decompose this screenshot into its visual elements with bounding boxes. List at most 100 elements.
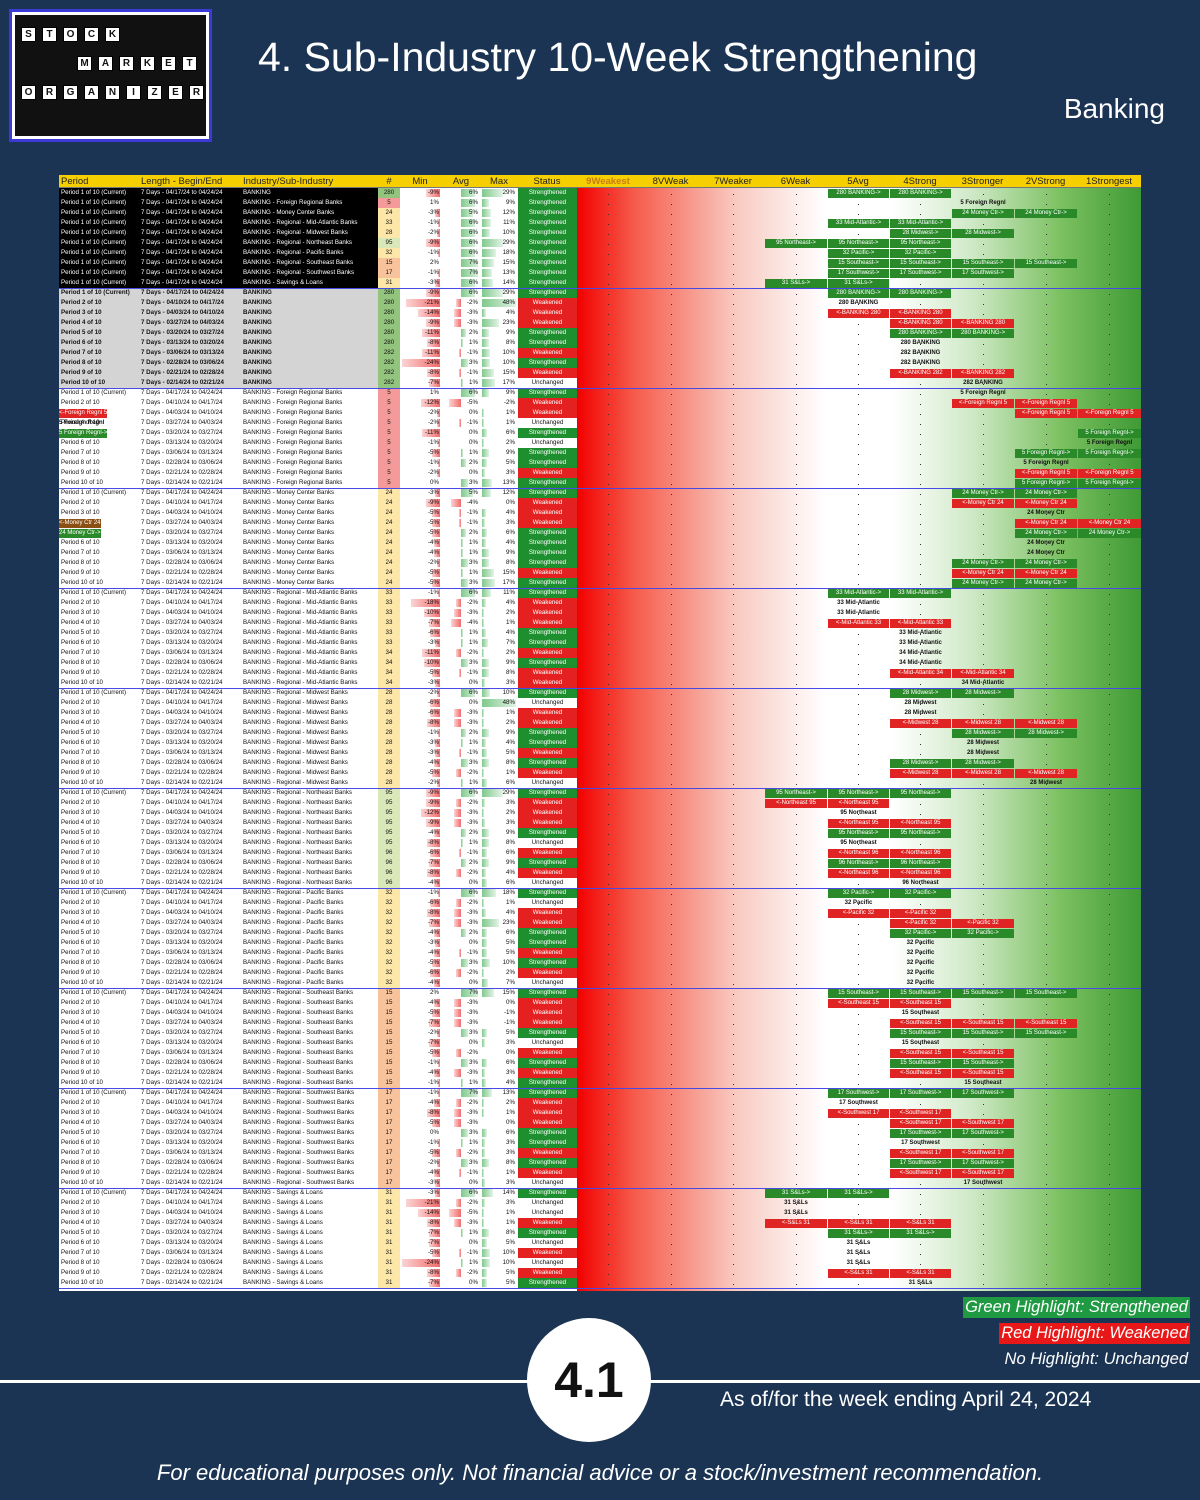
min-cell: -24% (400, 358, 440, 368)
count-cell: 15 (378, 988, 400, 998)
strength-marker: 32 Pacific-> (890, 888, 951, 898)
grid-dot (1109, 824, 1110, 825)
min-bar (432, 959, 440, 967)
period-cell: Period 10 of 10 (61, 378, 141, 388)
grid-dot (1109, 954, 1110, 955)
min-value: -1% (428, 218, 439, 228)
row-background (59, 208, 378, 218)
table-row: Period 1 of 10 (Current) 7 Days - 04/17/2… (59, 258, 577, 268)
grid-dot (670, 1134, 672, 1135)
avg-cell: 3% (443, 558, 479, 568)
max-cell: 15% (482, 568, 516, 578)
min-value: -5% (428, 1148, 439, 1158)
strength-marker: 15 Southeast-> (1015, 258, 1077, 268)
row-background (59, 278, 378, 288)
count-cell: 33 (378, 638, 400, 648)
period-cell: Period 8 of 10 (61, 458, 141, 468)
industry-cell: BANKING - Regional - Midwest Banks (243, 748, 383, 758)
min-cell: -9% (400, 798, 440, 808)
grid-dot (670, 1104, 672, 1105)
period-cell: Period 4 of 10 (61, 1118, 141, 1128)
length-cell: 7 Days - 02/21/24 to 02/28/24 (141, 568, 243, 578)
row-background (59, 358, 378, 368)
avg-cell: 6% (443, 188, 479, 198)
max-cell: 48% (482, 698, 516, 708)
grid-dot (1045, 1194, 1047, 1195)
grid-dot (795, 974, 797, 975)
max-bar (482, 219, 491, 227)
avg-bar (461, 889, 476, 897)
min-value: -2% (428, 558, 439, 568)
grid-dot (1109, 194, 1110, 195)
max-cell: 17% (482, 578, 516, 588)
min-value: -4% (428, 1168, 439, 1178)
max-bar (482, 1179, 486, 1187)
strength-marker: 5 Foreign Regnl (952, 389, 1014, 398)
grid-dot (670, 284, 672, 285)
row-background (59, 378, 378, 388)
strength-marker: 17 Southwest-> (828, 1088, 889, 1098)
length-cell: 7 Days - 02/14/24 to 02/21/24 (141, 878, 243, 888)
min-bar (433, 1169, 440, 1177)
max-value: 1% (506, 1208, 515, 1218)
grid-dot (795, 514, 797, 515)
avg-bar (461, 629, 464, 637)
grid-dot (608, 1234, 609, 1235)
industry-cell: BANKING (243, 368, 383, 378)
grid-dot (1045, 334, 1047, 335)
length-cell: 7 Days - 02/14/24 to 02/21/24 (141, 1178, 243, 1188)
strength-marker: 32 Pacific-> (952, 928, 1014, 938)
avg-value: 1% (469, 448, 478, 458)
min-value: -3% (428, 748, 439, 758)
period-cell: Period 8 of 10 (61, 1058, 141, 1068)
grid-dot (733, 1204, 734, 1205)
min-bar (438, 439, 440, 447)
min-cell: -14% (400, 308, 440, 318)
grid-dot (795, 384, 797, 385)
max-value: 18% (503, 888, 515, 898)
min-cell: -5% (400, 668, 440, 678)
avg-cell: 0% (443, 438, 479, 448)
min-bar (433, 929, 440, 937)
avg-bar (461, 1059, 469, 1067)
grid-dot (982, 394, 984, 395)
grid-dot (795, 904, 797, 905)
grid-dot (670, 344, 672, 345)
row-background (59, 328, 378, 338)
industry-cell: BANKING - Regional - Mid-Atlantic Banks (243, 618, 383, 628)
industry-cell: BANKING - Money Center Banks (243, 538, 383, 548)
min-value: -3% (428, 738, 439, 748)
count-cell: 28 (378, 228, 400, 238)
grid-dot (733, 334, 734, 335)
grid-dot (1109, 964, 1110, 965)
grid-dot (608, 1174, 609, 1175)
avg-value: 3% (469, 358, 478, 368)
grid-dot (1109, 604, 1110, 605)
grid-dot (982, 384, 984, 385)
table-row: Period 6 of 10 7 Days - 03/13/24 to 03/20… (59, 738, 577, 748)
strength-marker: <-Money Ctr 24 (1015, 498, 1077, 508)
grid-dot (1109, 664, 1110, 665)
length-cell: 7 Days - 02/14/24 to 02/21/24 (141, 978, 243, 988)
industry-cell: BANKING (243, 378, 383, 388)
length-cell: 7 Days - 03/20/24 to 03/27/24 (141, 828, 243, 838)
avg-cell: -3% (443, 318, 479, 328)
min-cell: -8% (400, 908, 440, 918)
grid-dot (1109, 854, 1110, 855)
min-value: -2% (428, 408, 439, 418)
grid-dot (670, 874, 672, 875)
max-value: 15% (503, 258, 515, 268)
grid-dot (982, 544, 984, 545)
max-bar (482, 949, 487, 957)
grid-dot (1109, 574, 1110, 575)
status-cell: Weakened (518, 1048, 577, 1058)
table-row: Period 1 of 10 (Current) 7 Days - 04/17/2… (59, 688, 577, 698)
row-background (59, 318, 378, 328)
grid-dot (608, 504, 609, 505)
table-row: Period 7 of 10 7 Days - 03/06/24 to 03/13… (59, 1248, 577, 1258)
grid-dot (608, 764, 609, 765)
table-row: Period 9 of 10 7 Days - 02/21/24 to 02/28… (59, 568, 577, 578)
max-bar (482, 229, 490, 237)
grid-dot (733, 304, 734, 305)
